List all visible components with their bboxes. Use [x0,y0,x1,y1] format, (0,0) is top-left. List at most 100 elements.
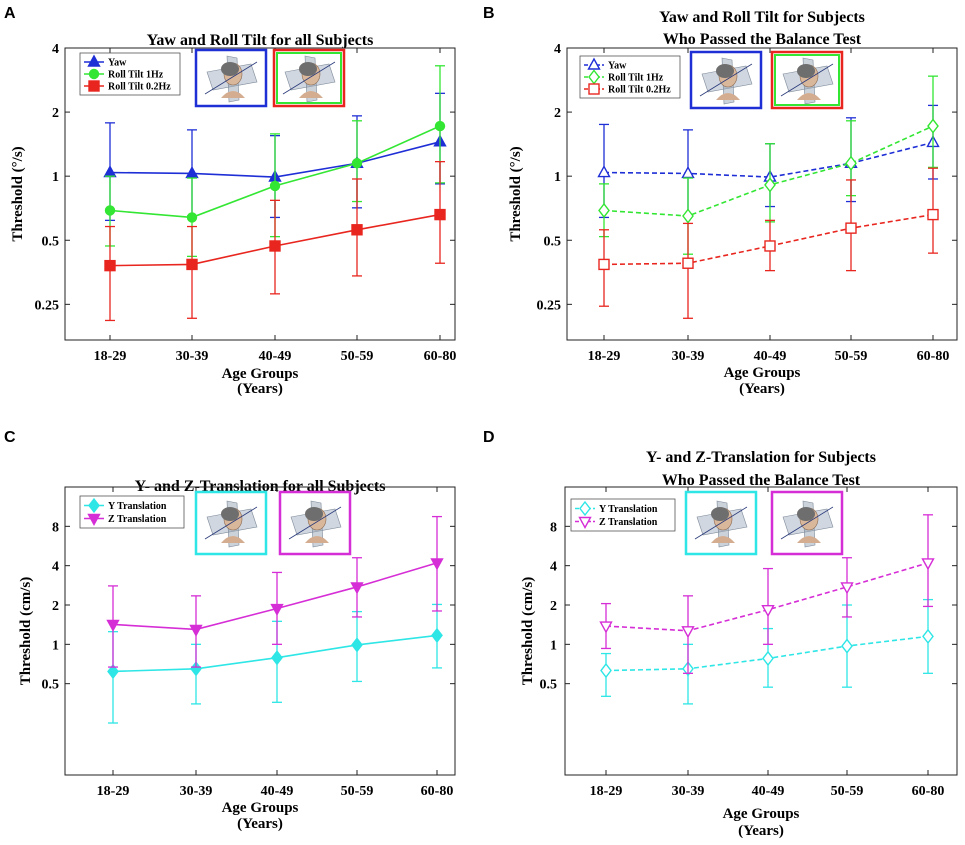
shoulders-shape [221,91,245,98]
series-yaw [597,104,940,219]
legend-label: Y Translation [108,501,167,512]
x-tick-label: 40-49 [754,349,787,364]
x-tick-label: 50-59 [835,349,868,364]
y-tick-label: 0.5 [42,234,60,249]
chart-title: Yaw and Roll Tilt for all Subjects [147,32,374,49]
data-point [764,240,776,252]
rotation-axis [780,63,834,97]
data-point [845,155,857,171]
head-illustration-0-1 [272,48,346,108]
data-point [351,158,363,169]
legend-label: Y Translation [599,504,658,515]
hair-shape [797,507,815,521]
panel-letter: D [483,429,495,446]
data-point [434,208,446,221]
data-point [681,165,695,179]
panel-D: D Y- and Z-Translation for Subjects Who Pa… [483,429,958,839]
data-point [764,177,776,193]
rotation-axis [282,61,336,95]
x-tick-label: 30-39 [672,784,705,799]
legend-marker [88,68,100,80]
plot-area [564,486,958,776]
legend-label: Yaw [608,61,627,72]
data-point [598,258,610,271]
x-tick-label: 50-59 [341,349,374,364]
data-point [840,582,854,595]
shoulders-shape [797,93,821,100]
y-tick-label: 0.5 [540,678,558,693]
chart-title: Yaw and Roll Tilt for Subjects [659,9,865,26]
y-tick-label: 2 [554,106,561,121]
x-tick-label: 60-80 [912,784,945,799]
shoulders-shape [716,93,740,100]
legend-label: Roll Tilt 0.2Hz [108,82,171,93]
data-point [351,224,363,236]
data-point [434,120,446,132]
legend-label: Z Translation [108,514,167,525]
y-tick-label: 4 [554,42,561,57]
y-tick-label: 4 [550,560,557,575]
legend-marker [579,500,591,517]
x-tick-label: 40-49 [259,349,292,364]
legend-marker [88,80,100,92]
series-roll-tilt-0-2hz [104,161,446,322]
y-tick-label: 4 [52,560,59,575]
x-tick-label: 40-49 [261,784,294,799]
legend-label: Roll Tilt 1Hz [108,70,164,81]
illustration-inner-frame [276,52,342,104]
y-tick-label: 2 [52,106,59,121]
hair-shape [716,64,734,78]
x-tick-label: 60-80 [424,349,457,364]
x-axis-label: (Years) [739,381,785,397]
panel-B: B Yaw and Roll Tilt for Subjects Who Passe… [483,5,958,397]
x-tick-label: 60-80 [917,349,950,364]
series-z-translation [106,515,444,668]
series-roll-tilt-1hz [598,75,939,255]
legend-label: Z Translation [599,517,658,528]
plot-area [64,47,456,341]
rotation-axis [699,63,753,97]
x-tick-label: 18-29 [590,784,623,799]
data-point [270,603,284,616]
y-tick-label: 2 [52,599,59,614]
data-point [351,637,363,653]
legend-box [570,498,676,532]
data-point [431,627,443,644]
legend-box [79,495,185,529]
x-tick-label: 30-39 [176,349,209,364]
data-point [104,259,116,272]
data-point [106,619,120,632]
data-point [598,202,610,219]
rotation-axis [694,506,748,540]
head-illustration-1-1 [770,50,844,110]
y-axis-label: Threshold (°/s) [508,146,524,241]
hair-shape [305,507,323,521]
legend-label: Yaw [108,58,127,69]
panel-letter: B [483,5,495,22]
chart-title: Who Passed the Balance Test [662,472,861,489]
shoulders-shape [797,536,821,543]
rotation-axis [288,506,342,540]
plot-area [566,47,958,341]
chart-title: Who Passed the Balance Test [663,31,862,48]
y-tick-label: 1 [554,170,561,185]
data-point [682,257,694,269]
legend-marker [88,497,100,514]
x-tick-label: 40-49 [752,784,785,799]
data-point [350,582,364,595]
data-point [430,558,444,571]
series-line [603,213,934,266]
data-point [682,208,694,224]
x-axis-label: (Years) [738,823,784,839]
data-point [922,628,934,645]
x-tick-label: 18-29 [97,784,130,799]
shoulders-shape [299,91,323,98]
head-illustration-1-0 [689,50,763,110]
hair-shape [221,507,239,521]
head-illustration-2-0 [194,490,268,556]
x-axis-label: (Years) [237,381,283,397]
y-tick-label: 0.5 [544,234,562,249]
y-axis-label: Threshold (cm/s) [18,577,34,685]
